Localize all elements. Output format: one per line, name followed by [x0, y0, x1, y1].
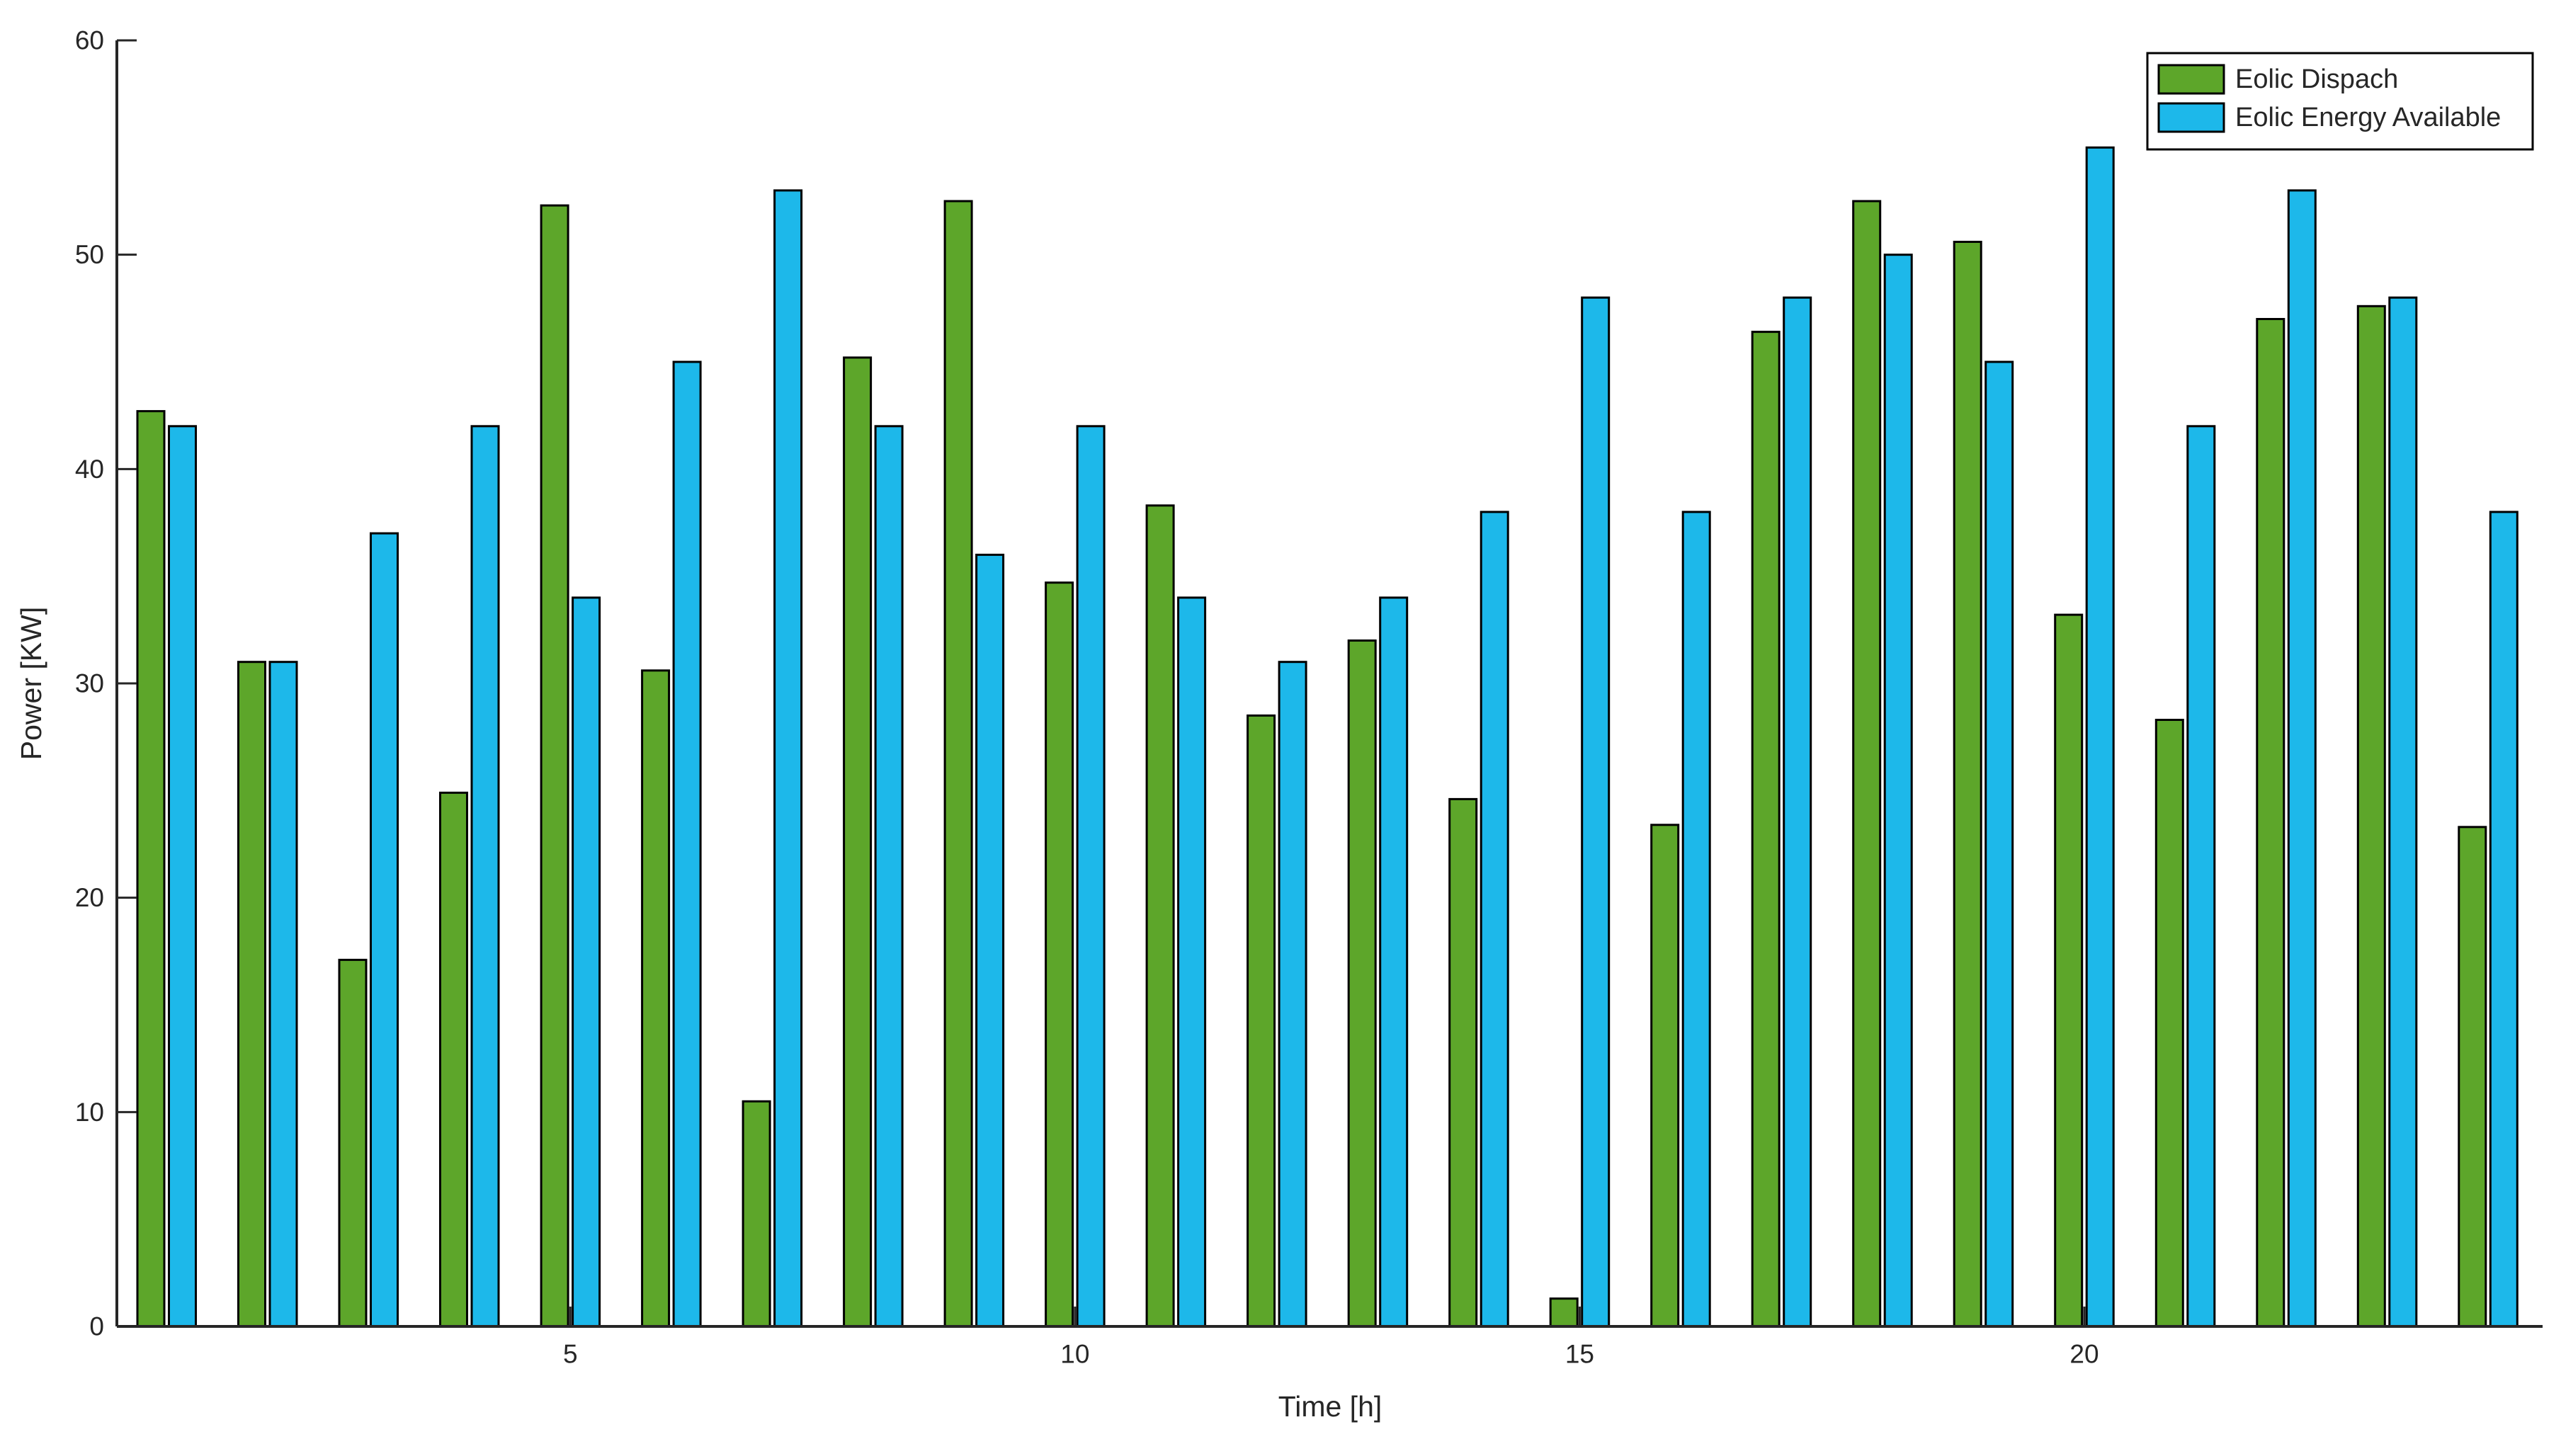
bar-hour-10-available — [1076, 425, 1106, 1328]
x-axis-label: Time [h] — [1278, 1390, 1382, 1423]
bar-hour-22-available — [2287, 189, 2317, 1328]
bar-hour-8-dispatch — [843, 356, 873, 1328]
y-tick-label-20: 20 — [75, 883, 104, 912]
bar-hour-6-available — [672, 360, 702, 1328]
legend-label-dispatch: Eolic Dispach — [2235, 64, 2398, 94]
bar-hour-14-available — [1480, 511, 1509, 1328]
bar-hour-6-dispatch — [641, 669, 671, 1328]
x-tick-label-20: 20 — [2069, 1339, 2099, 1368]
bar-hour-12-dispatch — [1247, 714, 1276, 1328]
bar-hour-16-dispatch — [1650, 824, 1680, 1328]
bar-hour-22-dispatch — [2256, 318, 2285, 1328]
bar-hour-11-available — [1177, 596, 1207, 1328]
bar-hour-19-available — [1984, 360, 2014, 1328]
bar-hour-9-available — [975, 553, 1005, 1328]
y-tick-label-50: 50 — [75, 240, 104, 269]
legend-label-available: Eolic Energy Available — [2235, 103, 2501, 132]
bar-hour-19-dispatch — [1953, 241, 1982, 1328]
bar-hour-1-available — [168, 425, 197, 1328]
bar-hour-7-available — [773, 189, 803, 1328]
bar-hour-20-dispatch — [2054, 613, 2084, 1328]
bar-hour-1-dispatch — [136, 410, 166, 1328]
bar-hour-3-dispatch — [338, 958, 368, 1328]
legend-swatch-dispatch — [2157, 64, 2225, 95]
bar-hour-9-dispatch — [943, 200, 973, 1328]
x-tick-label-10: 10 — [1060, 1339, 1089, 1368]
bar-hour-18-available — [1883, 254, 1913, 1328]
bar-hour-15-available — [1581, 296, 1611, 1328]
bar-hour-13-dispatch — [1347, 639, 1377, 1328]
x-axis-ticks: 5 10 15 20 — [563, 1307, 2099, 1368]
y-tick-label-0: 0 — [89, 1312, 104, 1341]
bar-hour-21-available — [2186, 425, 2216, 1328]
bar-hour-12-available — [1278, 661, 1307, 1328]
bar-hour-4-available — [470, 425, 500, 1328]
bar-hour-4-dispatch — [439, 791, 468, 1328]
y-tick-label-60: 60 — [75, 26, 104, 55]
bar-hour-24-dispatch — [2458, 826, 2487, 1328]
bar-hour-10-dispatch — [1045, 581, 1074, 1328]
bar-hour-14-dispatch — [1448, 797, 1478, 1328]
bar-hour-2-dispatch — [237, 661, 266, 1328]
bar-hour-5-dispatch — [540, 204, 569, 1328]
bar-hour-5-available — [572, 596, 601, 1328]
bar-hour-17-available — [1783, 296, 1812, 1328]
bar-hour-13-available — [1379, 596, 1409, 1328]
y-tick-label-40: 40 — [75, 455, 104, 484]
x-tick-label-15: 15 — [1565, 1339, 1594, 1368]
bar-hour-11-dispatch — [1145, 504, 1175, 1328]
y-tick-label-10: 10 — [75, 1098, 104, 1127]
bar-hour-24-available — [2489, 511, 2519, 1328]
bar-hour-3-available — [370, 532, 399, 1328]
bars-group — [136, 146, 2519, 1328]
legend: Eolic Dispach Eolic Energy Available — [2146, 52, 2534, 151]
x-tick-label-5: 5 — [563, 1339, 578, 1368]
bar-hour-23-available — [2388, 296, 2418, 1328]
bar-hour-15-dispatch — [1549, 1297, 1579, 1328]
bar-hour-16-available — [1681, 511, 1711, 1328]
bar-hour-2-available — [268, 661, 298, 1328]
bar-hour-8-available — [874, 425, 904, 1328]
bar-hour-23-dispatch — [2356, 305, 2386, 1328]
y-axis-label: Power [KW] — [15, 607, 47, 760]
bar-hour-17-dispatch — [1751, 331, 1781, 1328]
bar-hour-21-dispatch — [2154, 719, 2184, 1328]
bar-hour-18-dispatch — [1852, 200, 1882, 1328]
y-axis-ticks: 0 10 20 30 40 50 60 — [75, 26, 137, 1341]
y-tick-label-30: 30 — [75, 669, 104, 698]
bar-hour-20-available — [2085, 146, 2115, 1328]
legend-swatch-available — [2157, 102, 2225, 133]
bar-hour-7-dispatch — [742, 1100, 771, 1328]
